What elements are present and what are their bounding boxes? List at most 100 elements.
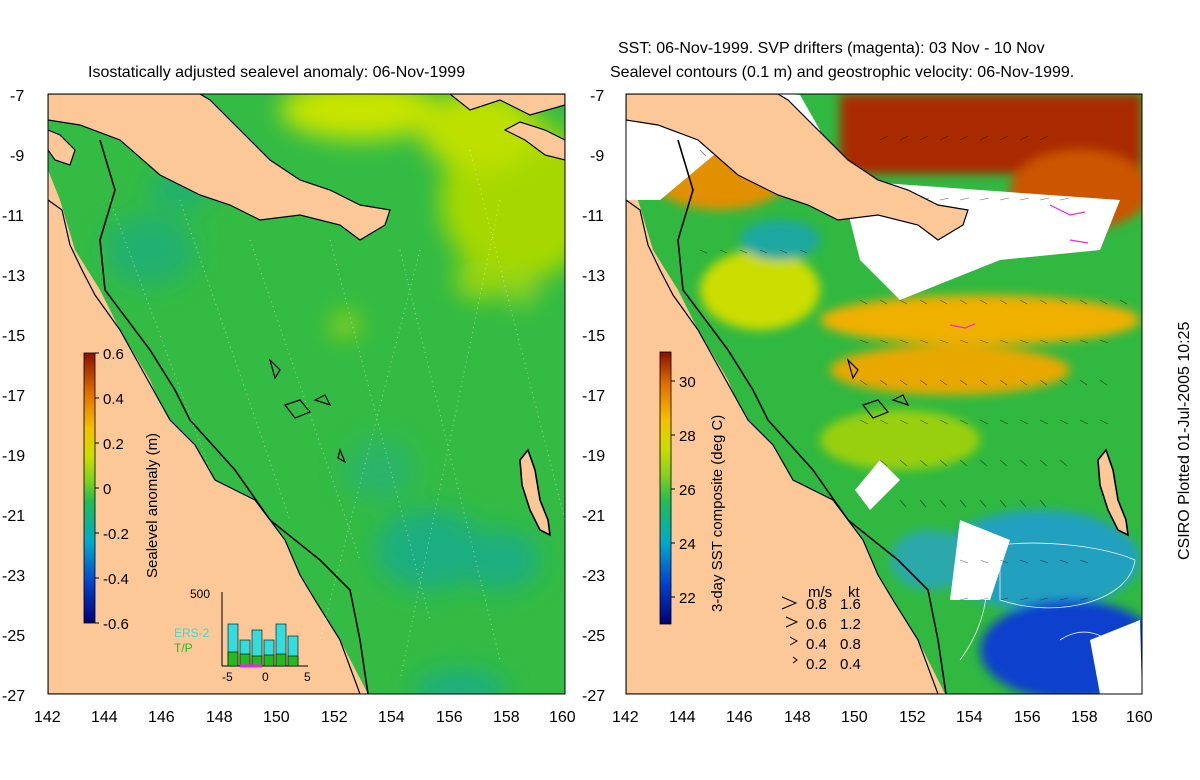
lon-tick: 156 — [1014, 709, 1041, 726]
histogram-xtick: 0 — [262, 670, 269, 684]
right-cb-tick: 28 — [679, 428, 696, 445]
left-map: 0.6 0.4 0.2 0 -0.2 -0.4 -0.6 Sealevel an… — [2, 88, 576, 726]
right-new-caledonia — [1097, 448, 1129, 537]
lat-tick: -27 — [582, 688, 605, 705]
velocity-key: m/s kt 0.8 1.6 0.6 1.2 0.4 0.8 0.2 0.4 — [781, 584, 861, 673]
lon-tick: 146 — [726, 709, 753, 726]
right-sealevel-contours — [959, 539, 1141, 681]
velocity-key-value: 0.8 — [840, 636, 861, 653]
velocity-key-arrow — [785, 616, 799, 628]
lon-tick: 146 — [148, 709, 175, 726]
velocity-key-value: 1.6 — [840, 596, 861, 613]
lat-tick: -23 — [2, 568, 25, 585]
lat-tick: -13 — [2, 268, 25, 285]
lat-tick: -25 — [582, 628, 605, 645]
lon-tick: 152 — [321, 709, 348, 726]
lon-tick: 154 — [378, 709, 405, 726]
lat-tick: -25 — [2, 628, 25, 645]
left-altimeter-tracks — [109, 149, 565, 681]
left-cb-tick: -0.2 — [103, 526, 129, 543]
histogram-ymax-label: 500 — [190, 587, 210, 601]
lat-tick: -11 — [582, 208, 604, 225]
right-cb-tick: 30 — [679, 374, 696, 391]
lat-tick: -13 — [582, 268, 605, 285]
lat-tick: -15 — [2, 328, 25, 345]
lon-tick: 148 — [784, 709, 811, 726]
right-cb-tick: 22 — [679, 590, 696, 607]
lon-tick: 142 — [612, 709, 639, 726]
lat-tick: -9 — [10, 148, 24, 165]
velocity-key-value: 0.2 — [806, 656, 827, 673]
lon-tick: 150 — [263, 709, 290, 726]
right-map-frame — [625, 93, 1143, 695]
lat-tick: -17 — [2, 388, 25, 405]
right-lon-axis: 142 144 146 148 150 152 154 156 158 160 — [612, 709, 1153, 726]
lat-tick: -23 — [582, 568, 605, 585]
left-solomon-islands — [503, 121, 565, 161]
left-histogram-inset: 500 ERS-2 T/P -5 0 5 — [174, 587, 311, 684]
lon-tick: 144 — [91, 709, 118, 726]
lon-tick: 154 — [956, 709, 983, 726]
left-australia-coast — [48, 199, 361, 694]
velocity-key-header-ms: m/s — [808, 584, 832, 601]
histogram-xtick: 5 — [304, 670, 311, 684]
left-new-caledonia — [519, 448, 551, 537]
left-cb-tick: -0.6 — [103, 616, 129, 633]
velocity-key-value: 1.2 — [840, 616, 861, 633]
velocity-key-value: 0.4 — [840, 656, 861, 673]
lat-tick: -11 — [2, 208, 24, 225]
velocity-key-arrow — [792, 656, 798, 664]
right-coral-sea-islands — [846, 357, 910, 419]
right-colorbar-ticks: 30 28 26 24 22 — [671, 374, 696, 607]
left-reef-contour — [99, 139, 369, 694]
histogram-xtick: -5 — [222, 670, 233, 684]
right-colorbar — [659, 351, 672, 625]
left-north-coast — [449, 94, 565, 116]
lat-tick: -9 — [590, 148, 604, 165]
histogram-legend-tp: T/P — [174, 641, 193, 655]
left-cb-tick: 0.4 — [103, 391, 124, 408]
right-drifter-tracks — [949, 204, 1089, 329]
lon-tick: 152 — [899, 709, 926, 726]
right-map-title-line1: SST: 06-Nov-1999. SVP drifters (magenta)… — [618, 40, 1045, 57]
right-colorbar-label: 3-day SST composite (deg C) — [709, 415, 726, 612]
left-cb-tick: -0.4 — [103, 571, 129, 588]
left-cb-tick: 0.6 — [103, 346, 124, 363]
right-papua-new-guinea — [626, 94, 969, 241]
right-map: 30 28 26 24 22 3-day SST composite (deg … — [582, 88, 1153, 726]
lon-tick: 158 — [493, 709, 520, 726]
lon-tick: 160 — [1126, 709, 1153, 726]
velocity-key-arrow — [781, 596, 798, 610]
lat-tick: -21 — [2, 508, 25, 525]
lat-tick: -7 — [590, 88, 604, 105]
lon-tick: 160 — [549, 709, 576, 726]
right-australia-coast — [626, 199, 939, 694]
lat-tick: -17 — [582, 388, 605, 405]
lat-tick: -21 — [582, 508, 605, 525]
velocity-key-value: 0.8 — [806, 596, 827, 613]
right-velocity-vectors — [699, 135, 1128, 601]
lon-tick: 158 — [1071, 709, 1098, 726]
right-reef-contour — [677, 139, 947, 694]
right-lat-axis: -7 -9 -11 -13 -15 -17 -19 -21 -23 -25 -2… — [582, 88, 605, 705]
lat-tick: -15 — [582, 328, 605, 345]
left-map-frame — [47, 93, 566, 695]
left-colorbar — [83, 352, 96, 624]
left-map-title: Isostatically adjusted sealevel anomaly:… — [88, 64, 466, 81]
lat-tick: -19 — [582, 448, 605, 465]
lon-tick: 142 — [34, 709, 61, 726]
left-colorbar-label: Sealevel anomaly (m) — [144, 433, 161, 578]
left-cb-tick: 0.2 — [103, 436, 124, 453]
lon-tick: 150 — [841, 709, 868, 726]
left-coral-sea-islands — [268, 357, 347, 464]
lon-tick: 156 — [436, 709, 463, 726]
left-colorbar-ticks: 0.6 0.4 0.2 0 -0.2 -0.4 -0.6 — [95, 346, 129, 633]
lon-tick: 148 — [206, 709, 233, 726]
lat-tick: -7 — [10, 88, 24, 105]
lon-tick: 144 — [669, 709, 696, 726]
right-cb-tick: 24 — [679, 536, 696, 553]
left-cape-york-tip — [48, 129, 76, 166]
velocity-key-arrow — [789, 636, 799, 646]
histogram-legend-ers2: ERS-2 — [174, 626, 210, 640]
